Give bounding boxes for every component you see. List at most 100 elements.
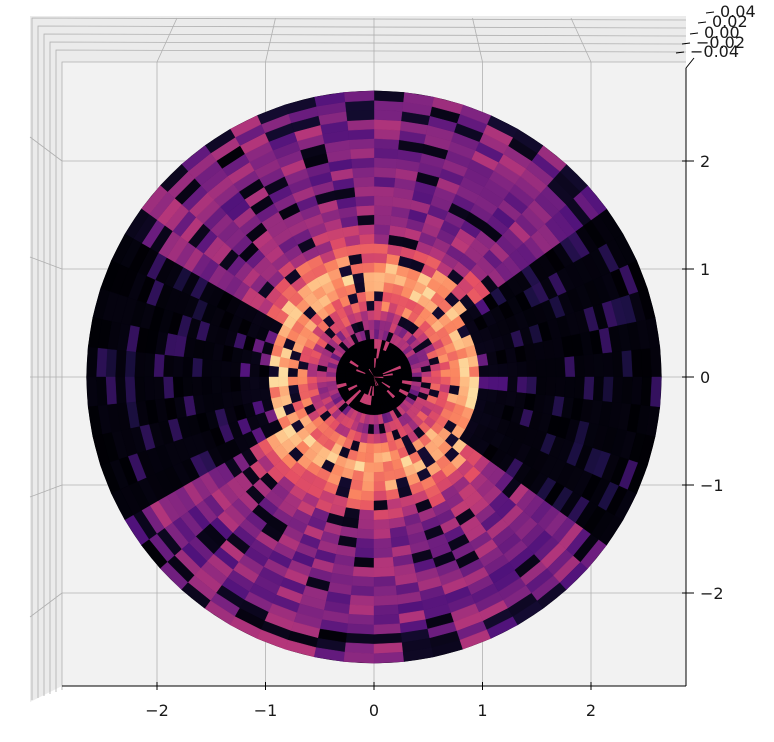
surface-cell	[545, 357, 557, 378]
surface-cell	[361, 481, 375, 492]
surface-cell	[201, 358, 213, 378]
surface-cell	[210, 359, 222, 378]
surface-cell	[373, 119, 402, 131]
surface-cell	[350, 585, 375, 597]
surface-cell	[459, 376, 471, 388]
surface-cell	[220, 376, 232, 394]
surface-cell	[421, 376, 432, 384]
surface-cell	[360, 490, 375, 502]
surface-cell	[373, 319, 381, 330]
surface-cell	[440, 368, 451, 378]
surface-cell	[373, 271, 386, 283]
surface-cell	[612, 350, 624, 378]
surface-cell	[355, 538, 375, 549]
surface-cell	[430, 376, 442, 385]
surface-cell	[368, 414, 375, 425]
surface-cell	[459, 366, 471, 378]
surface-cell	[239, 362, 251, 378]
z-tick-label: −0.04	[690, 42, 739, 61]
surface-cell	[356, 528, 375, 540]
surface-cell	[526, 376, 538, 395]
surface-cell	[325, 371, 337, 378]
surface-cell	[348, 138, 375, 150]
surface-cell	[381, 291, 393, 303]
z-tick-mark	[697, 21, 707, 24]
surface-cell	[373, 205, 393, 216]
z-axis-ticks: 0.040.020.00−0.02−0.04	[675, 2, 756, 61]
surface-cell	[373, 509, 390, 521]
surface-cell	[478, 364, 490, 378]
surface-cell	[182, 356, 194, 378]
surface-cell	[373, 224, 391, 235]
surface-cell	[564, 355, 576, 378]
surface-cell	[297, 368, 308, 378]
surface-cell	[362, 271, 375, 283]
surface-cell	[373, 528, 392, 540]
surface-cell	[249, 363, 260, 378]
surface-cell	[602, 351, 614, 378]
surface-cell	[373, 642, 404, 654]
surface-cell	[353, 460, 366, 473]
surface-cell	[191, 376, 203, 397]
surface-cell	[497, 376, 509, 392]
surface-cell	[354, 195, 375, 207]
surface-cell	[297, 376, 308, 386]
x-axis-ticks: −2 −1 0 1 2	[145, 682, 596, 720]
pane-frame-line	[55, 49, 687, 692]
surface-cell	[373, 481, 387, 492]
y-tick-label: −1	[700, 476, 724, 495]
surface-cell	[373, 443, 383, 454]
surface-cell	[373, 128, 401, 141]
surface-cell	[545, 376, 557, 397]
surface-cell	[373, 490, 388, 502]
surface-cell	[316, 370, 327, 378]
y-tick-label: 0	[700, 368, 710, 387]
surface-cell	[354, 547, 375, 559]
surface-cell	[229, 376, 241, 393]
grid-line-x-back	[570, 17, 592, 63]
surface-cell	[373, 185, 395, 197]
surface-cell	[124, 350, 136, 378]
surface-cell	[114, 349, 127, 378]
surface-cell	[467, 386, 480, 400]
surface-cell	[287, 358, 300, 370]
surface-cell	[268, 354, 281, 368]
surface-cell	[364, 452, 375, 464]
surface-cell	[355, 451, 367, 463]
surface-cell	[373, 585, 398, 597]
surface-cell	[650, 376, 662, 408]
surface-cell	[239, 376, 251, 392]
surface-cell	[182, 376, 194, 398]
surface-cell	[612, 376, 624, 404]
surface-cell	[358, 509, 375, 521]
surface-cell	[220, 360, 232, 378]
surface-cell	[373, 157, 398, 169]
surface-cell	[365, 300, 375, 311]
surface-cell	[373, 290, 384, 302]
surface-cell	[355, 205, 375, 216]
surface-cell	[373, 309, 382, 321]
surface-cell	[526, 359, 538, 378]
surface-cell	[348, 604, 375, 616]
surface-cell	[360, 252, 375, 264]
surface-cell	[458, 385, 470, 398]
surface-cell	[373, 300, 383, 311]
surface-cell	[592, 376, 605, 402]
surface-cell	[352, 566, 375, 578]
surface-cell	[357, 519, 375, 530]
surface-cell	[86, 346, 98, 378]
surface-cell	[349, 147, 375, 160]
surface-cell	[573, 354, 586, 378]
surface-cell	[134, 376, 146, 403]
surface-cell	[621, 376, 634, 405]
z-tick-label: −0.02	[696, 33, 745, 52]
surface-cell	[210, 376, 222, 395]
pane-frame-line	[31, 17, 687, 700]
surface-cell	[373, 90, 405, 103]
surface-cell	[359, 243, 375, 254]
surface-cell	[373, 100, 404, 112]
surface-cell	[277, 376, 289, 388]
surface-cell	[258, 364, 270, 378]
surface-cell	[507, 361, 519, 378]
